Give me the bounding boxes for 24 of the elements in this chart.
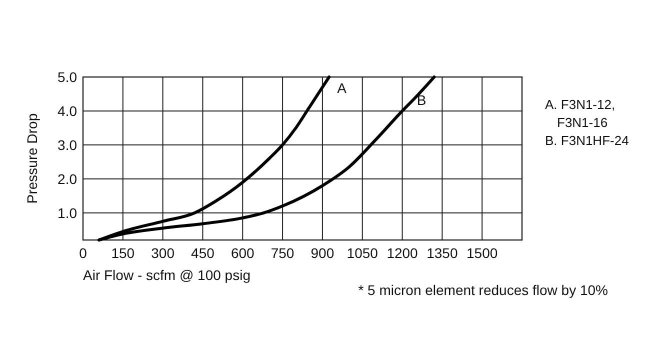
x-tick-label: 150 — [111, 245, 135, 261]
x-tick-label: 900 — [310, 245, 334, 261]
series-label: A — [337, 80, 348, 96]
series-label: B — [416, 92, 426, 108]
text: B. F3N1HF-24 — [545, 133, 629, 148]
y-tick-label: 2.0 — [58, 170, 78, 187]
x-tick-label: 0 — [79, 245, 88, 261]
text: * 5 micron element reduces flow by 10% — [358, 282, 608, 298]
y-tick-label: 3.0 — [58, 136, 78, 153]
x-tick-label: 1050 — [346, 245, 378, 261]
x-tick-label: 750 — [270, 245, 294, 261]
x-tick-label: 600 — [230, 245, 255, 261]
x-tick-label: 1200 — [386, 245, 418, 261]
x-tick-label: 1350 — [426, 245, 458, 261]
y-tick-label: 1.0 — [58, 204, 78, 221]
text: F3N1-16 — [557, 115, 608, 130]
x-axis-title: Air Flow - scfm @ 100 psig — [83, 267, 250, 283]
y-tick-label: 4.0 — [58, 102, 78, 119]
y-tick-label: 5.0 — [58, 69, 78, 85]
x-tick-label: 1500 — [466, 245, 498, 261]
x-tick-label: 300 — [151, 245, 175, 261]
text: A. F3N1-12, — [545, 97, 616, 112]
x-tick-label: 450 — [191, 245, 215, 261]
y-axis-title: Pressure Drop — [24, 113, 40, 204]
